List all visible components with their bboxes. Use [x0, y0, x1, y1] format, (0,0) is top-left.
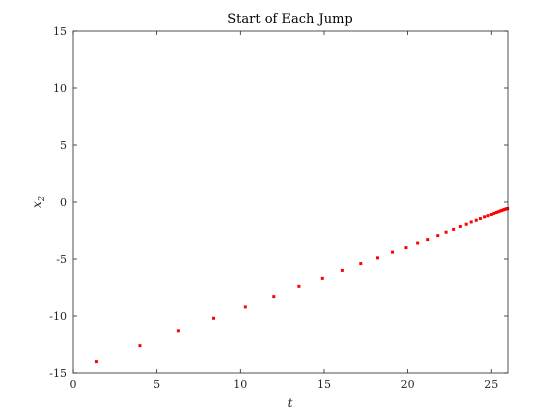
x-tick-label: 25 — [484, 378, 498, 391]
plot-area — [73, 31, 508, 373]
x-axis-label: t — [288, 396, 293, 410]
data-point — [474, 218, 478, 222]
data-point — [458, 225, 462, 229]
x-axis-ticks: 0 5 10 15 20 25 — [70, 31, 498, 391]
data-point — [416, 241, 420, 245]
data-point — [492, 211, 496, 215]
data-point — [500, 208, 504, 212]
y-tick-label: 10 — [53, 82, 67, 95]
y-tick-label: -10 — [49, 310, 67, 323]
data-points — [94, 206, 510, 364]
chart-title: Start of Each Jump — [227, 12, 352, 27]
data-point — [452, 227, 456, 231]
data-point — [359, 262, 363, 266]
data-point — [464, 222, 468, 226]
data-point — [469, 220, 473, 224]
y-tick-label: -15 — [49, 367, 67, 380]
data-point — [486, 214, 490, 218]
data-point — [478, 217, 482, 221]
y-tick-label: 5 — [60, 139, 67, 152]
data-point — [243, 305, 247, 309]
axes-box — [72, 30, 509, 374]
x-tick-label: 10 — [233, 378, 247, 391]
data-point — [138, 344, 142, 348]
data-point — [444, 230, 448, 234]
data-point — [176, 329, 180, 333]
x-tick-label: 20 — [401, 378, 415, 391]
data-point — [297, 284, 301, 288]
data-point — [489, 213, 493, 217]
data-point — [94, 360, 98, 364]
y-tick-label: 0 — [60, 196, 67, 209]
data-point — [212, 316, 216, 320]
data-point — [496, 210, 500, 214]
data-point — [391, 250, 395, 254]
data-point — [483, 215, 487, 219]
data-point — [404, 246, 408, 250]
x-tick-label: 0 — [70, 378, 77, 391]
data-point — [272, 295, 276, 299]
data-point — [426, 238, 430, 242]
data-point — [376, 256, 379, 260]
data-point — [320, 276, 324, 280]
y-axis-label-subscript: 2 — [37, 196, 46, 202]
data-point — [340, 268, 344, 272]
y-axis-label-base: x — [30, 201, 44, 208]
data-point — [498, 209, 502, 213]
x-tick-label: 5 — [153, 378, 160, 391]
data-point — [494, 210, 498, 214]
x-tick-label: 15 — [317, 378, 331, 391]
data-point — [436, 234, 440, 238]
y-axis-label: x2 — [30, 196, 46, 208]
y-tick-label: -5 — [56, 253, 67, 266]
y-tick-label: 15 — [53, 25, 67, 38]
